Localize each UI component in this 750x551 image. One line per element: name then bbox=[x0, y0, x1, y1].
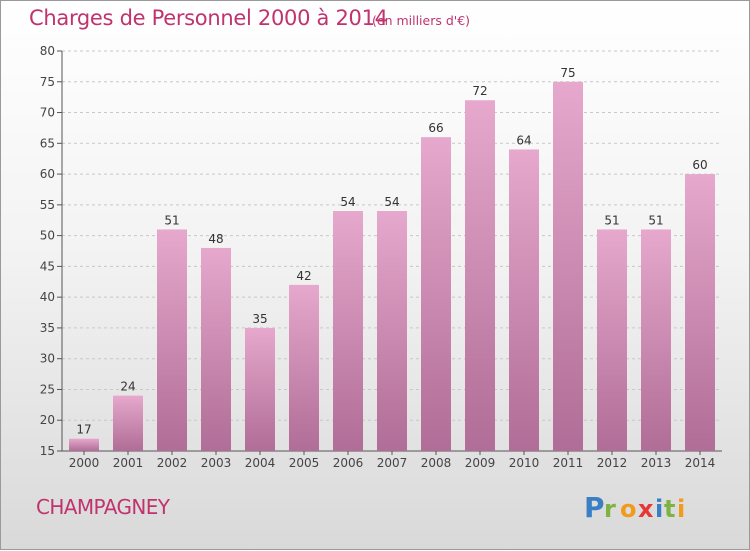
bar bbox=[685, 174, 715, 452]
bar-value-label: 75 bbox=[560, 66, 575, 80]
bar-value-label: 42 bbox=[296, 269, 311, 283]
commune-name: CHAMPAGNEY bbox=[36, 495, 170, 519]
svg-text:t: t bbox=[664, 495, 675, 523]
bar-value-label: 24 bbox=[120, 380, 135, 394]
bar bbox=[201, 247, 231, 451]
bar-value-label: 51 bbox=[164, 213, 179, 227]
x-tick-label: 2014 bbox=[685, 456, 716, 470]
bar-value-label: 48 bbox=[208, 232, 223, 246]
x-tick-label: 2002 bbox=[157, 456, 188, 470]
chart-unit: (en milliers d'€) bbox=[372, 13, 471, 28]
x-tick-label: 2003 bbox=[201, 456, 232, 470]
y-tick-label: 65 bbox=[40, 136, 55, 150]
bar bbox=[509, 149, 539, 451]
y-tick-label: 70 bbox=[40, 106, 55, 120]
bar bbox=[245, 327, 275, 451]
bar-value-label: 64 bbox=[516, 133, 531, 147]
y-tick-label: 45 bbox=[40, 259, 55, 273]
y-tick-label: 30 bbox=[40, 352, 55, 366]
svg-text:r: r bbox=[604, 495, 616, 523]
bar-value-label: 35 bbox=[252, 312, 267, 326]
y-tick-label: 50 bbox=[40, 229, 55, 243]
bar bbox=[157, 229, 187, 451]
y-tick-label: 60 bbox=[40, 167, 55, 181]
x-tick-label: 2007 bbox=[377, 456, 408, 470]
svg-text:x: x bbox=[638, 495, 654, 523]
bar-value-label: 51 bbox=[648, 213, 663, 227]
bar bbox=[113, 395, 143, 451]
bar bbox=[641, 229, 671, 451]
x-tick-label: 2010 bbox=[509, 456, 540, 470]
x-tick-label: 2001 bbox=[113, 456, 144, 470]
proxiti-logo: P r o x i t i bbox=[584, 487, 694, 527]
x-tick-label: 2006 bbox=[333, 456, 364, 470]
bar bbox=[553, 81, 583, 452]
bar bbox=[69, 438, 99, 451]
bar-value-label: 54 bbox=[384, 195, 399, 209]
x-tick-label: 2013 bbox=[641, 456, 672, 470]
x-tick-label: 2012 bbox=[597, 456, 628, 470]
y-tick-label: 75 bbox=[40, 75, 55, 89]
y-tick-label: 55 bbox=[40, 198, 55, 212]
svg-text:i: i bbox=[655, 495, 663, 523]
y-tick-label: 15 bbox=[40, 444, 55, 458]
bar bbox=[421, 137, 451, 451]
bar-value-label: 66 bbox=[428, 121, 443, 135]
x-tick-label: 2011 bbox=[553, 456, 584, 470]
y-tick-label: 35 bbox=[40, 321, 55, 335]
bar bbox=[333, 211, 363, 451]
y-tick-label: 20 bbox=[40, 413, 55, 427]
bar-value-label: 17 bbox=[76, 423, 91, 437]
y-tick-label: 80 bbox=[40, 44, 55, 58]
svg-text:i: i bbox=[677, 495, 685, 523]
y-tick-label: 40 bbox=[40, 290, 55, 304]
bar bbox=[597, 229, 627, 451]
x-tick-label: 2009 bbox=[465, 456, 496, 470]
bar-value-label: 60 bbox=[692, 158, 707, 172]
svg-text:o: o bbox=[620, 495, 637, 523]
x-tick-label: 2000 bbox=[69, 456, 100, 470]
bar-value-label: 51 bbox=[604, 213, 619, 227]
chart-title: Charges de Personnel 2000 à 2014 bbox=[29, 6, 388, 30]
x-tick-label: 2008 bbox=[421, 456, 452, 470]
x-tick-label: 2004 bbox=[245, 456, 276, 470]
bar-value-label: 54 bbox=[340, 195, 355, 209]
bar-value-label: 72 bbox=[472, 84, 487, 98]
svg-text:P: P bbox=[584, 491, 605, 524]
y-tick-label: 25 bbox=[40, 382, 55, 396]
x-tick-label: 2005 bbox=[289, 456, 320, 470]
bar bbox=[465, 100, 495, 451]
bar bbox=[377, 211, 407, 451]
bar bbox=[289, 284, 319, 451]
